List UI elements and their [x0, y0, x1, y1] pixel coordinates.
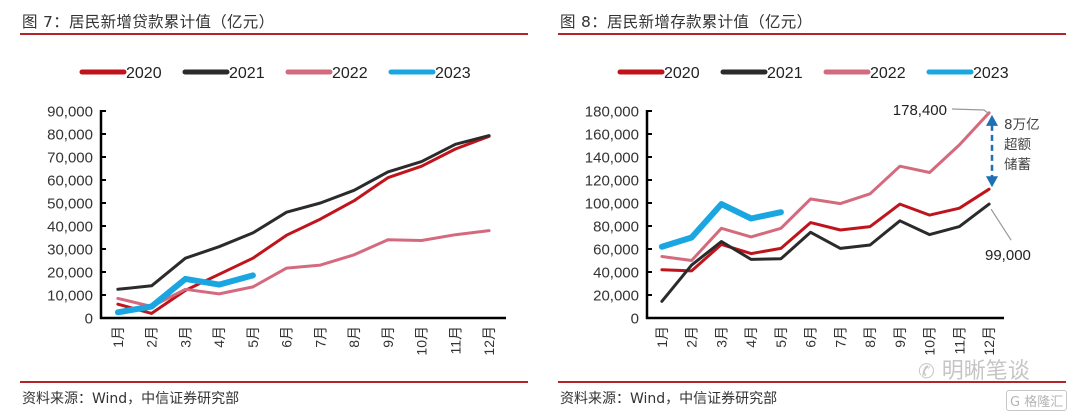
x-tick-label: 2月: [144, 326, 160, 348]
legend-label-2022: 2022: [332, 65, 368, 82]
series-line-2023: [114, 272, 256, 316]
annotation-leader-line: [990, 208, 1012, 241]
y-tick-label: 80,000: [593, 219, 639, 236]
y-tick-label: 100,000: [585, 196, 639, 213]
series-line-2020: [116, 134, 491, 315]
y-tick-label: 180,000: [585, 104, 639, 121]
x-tick-label: 4月: [211, 326, 227, 348]
x-tick-label: 6月: [279, 326, 295, 348]
footer-divider: [20, 381, 528, 383]
y-tick-label: 120,000: [585, 173, 639, 190]
legend-label-2023: 2023: [435, 65, 471, 82]
deposit-chart-title: 图 8：居民新增存款累计值（亿元）: [560, 13, 813, 31]
wechat-icon: ✆: [918, 359, 935, 383]
legend-label-2020: 2020: [664, 65, 700, 82]
deposit-chart-panel: 图 8：居民新增存款累计值（亿元） 0 20,000 40,000 60,000 80,…: [538, 0, 1078, 416]
legend-label-2023: 2023: [973, 65, 1009, 82]
x-tick-label: 2月: [684, 326, 700, 348]
x-tick-label: 5月: [245, 326, 261, 348]
legend-label-2022: 2022: [870, 65, 906, 82]
y-tick-label: 160,000: [585, 127, 639, 144]
series-line-2022: [660, 111, 991, 262]
y-tick-label: 20,000: [593, 288, 639, 305]
annotation-max-value: 178,400: [893, 102, 947, 119]
annotation-excess-savings-text: 超额: [1004, 137, 1032, 153]
x-tick-label: 4月: [743, 326, 759, 348]
y-tick-label: 20,000: [47, 265, 93, 282]
x-tick-label: 8月: [346, 326, 362, 348]
x-tick-label: 3月: [177, 326, 193, 348]
series-line-2022: [116, 229, 491, 308]
logo-g-icon: G: [1010, 395, 1021, 410]
x-tick-label: 6月: [803, 326, 819, 348]
logo-text: 格隆汇: [1024, 395, 1064, 410]
legend-label-2020: 2020: [126, 65, 162, 82]
arrow-down-icon: [986, 176, 998, 188]
y-tick-label: 140,000: [585, 150, 639, 167]
x-tick-label: 5月: [773, 326, 789, 348]
y-tick-label: 80,000: [47, 127, 93, 144]
deposit-cumulative-line-chart: 0 20,000 40,000 60,000 80,000 100,000 120,000 1…: [585, 65, 1040, 356]
annotation-leader-line: [951, 108, 990, 115]
source-note: 资料来源：Wind，中信证券研究部: [560, 391, 778, 407]
title-divider: [20, 33, 528, 35]
y-tick-label: 60,000: [47, 173, 93, 190]
x-tick-label: 9月: [380, 326, 396, 348]
legend-label-2021: 2021: [767, 65, 803, 82]
x-tick-label: 8月: [862, 326, 878, 348]
wechat-watermark: ✆ 明晰笔谈: [918, 353, 1030, 385]
annotation-excess-savings-text: 8万亿: [1004, 117, 1040, 133]
x-tick-label: 3月: [713, 326, 729, 348]
series-line-2021: [116, 134, 491, 291]
annotation-excess-savings-text: 储蓄: [1004, 157, 1031, 173]
footer-divider: [558, 381, 1066, 383]
y-tick-label: 0: [631, 311, 639, 328]
y-tick-label: 0: [85, 311, 93, 328]
annotation-2021-end-value: 99,000: [985, 247, 1031, 264]
y-tick-label: 50,000: [47, 196, 93, 213]
loan-cumulative-line-chart: 0 10,000 20,000 30,000 40,000 50,000 60,000 70,…: [47, 65, 506, 356]
title-divider: [558, 33, 1066, 35]
loan-chart-panel: 图 7：居民新增贷款累计值（亿元） 0 10,000 20,000 30,000 40,…: [20, 13, 528, 407]
source-note: 资料来源：Wind，中信证券研究部: [22, 391, 240, 407]
series-line-2023: [658, 201, 784, 250]
x-tick-label: 1月: [110, 326, 126, 348]
x-tick-label: 9月: [892, 326, 908, 348]
x-tick-label: 1月: [654, 326, 670, 348]
x-tick-label: 7月: [312, 326, 328, 348]
y-tick-label: 90,000: [47, 104, 93, 121]
y-tick-label: 60,000: [593, 242, 639, 259]
loan-chart-title: 图 7：居民新增贷款累计值（亿元）: [22, 13, 275, 31]
x-tick-label: 10月: [922, 326, 938, 356]
wechat-account-name: 明晰笔谈: [941, 359, 1030, 384]
x-tick-label: 12月: [481, 326, 497, 356]
x-tick-label: 12月: [981, 326, 997, 356]
x-tick-label: 11月: [447, 326, 463, 355]
gelonghui-logo: G 格隆汇: [1006, 390, 1068, 411]
arrow-up-icon: [986, 114, 998, 126]
legend-label-2021: 2021: [229, 65, 265, 82]
y-tick-label: 40,000: [593, 265, 639, 282]
y-tick-label: 30,000: [47, 242, 93, 259]
series-line-2021: [660, 202, 991, 303]
series-line-2020: [660, 187, 991, 273]
y-tick-label: 10,000: [47, 288, 93, 305]
y-tick-label: 70,000: [47, 150, 93, 167]
x-tick-label: 11月: [951, 326, 967, 355]
x-tick-label: 7月: [832, 326, 848, 348]
x-tick-label: 10月: [414, 326, 430, 356]
y-tick-label: 40,000: [47, 219, 93, 236]
